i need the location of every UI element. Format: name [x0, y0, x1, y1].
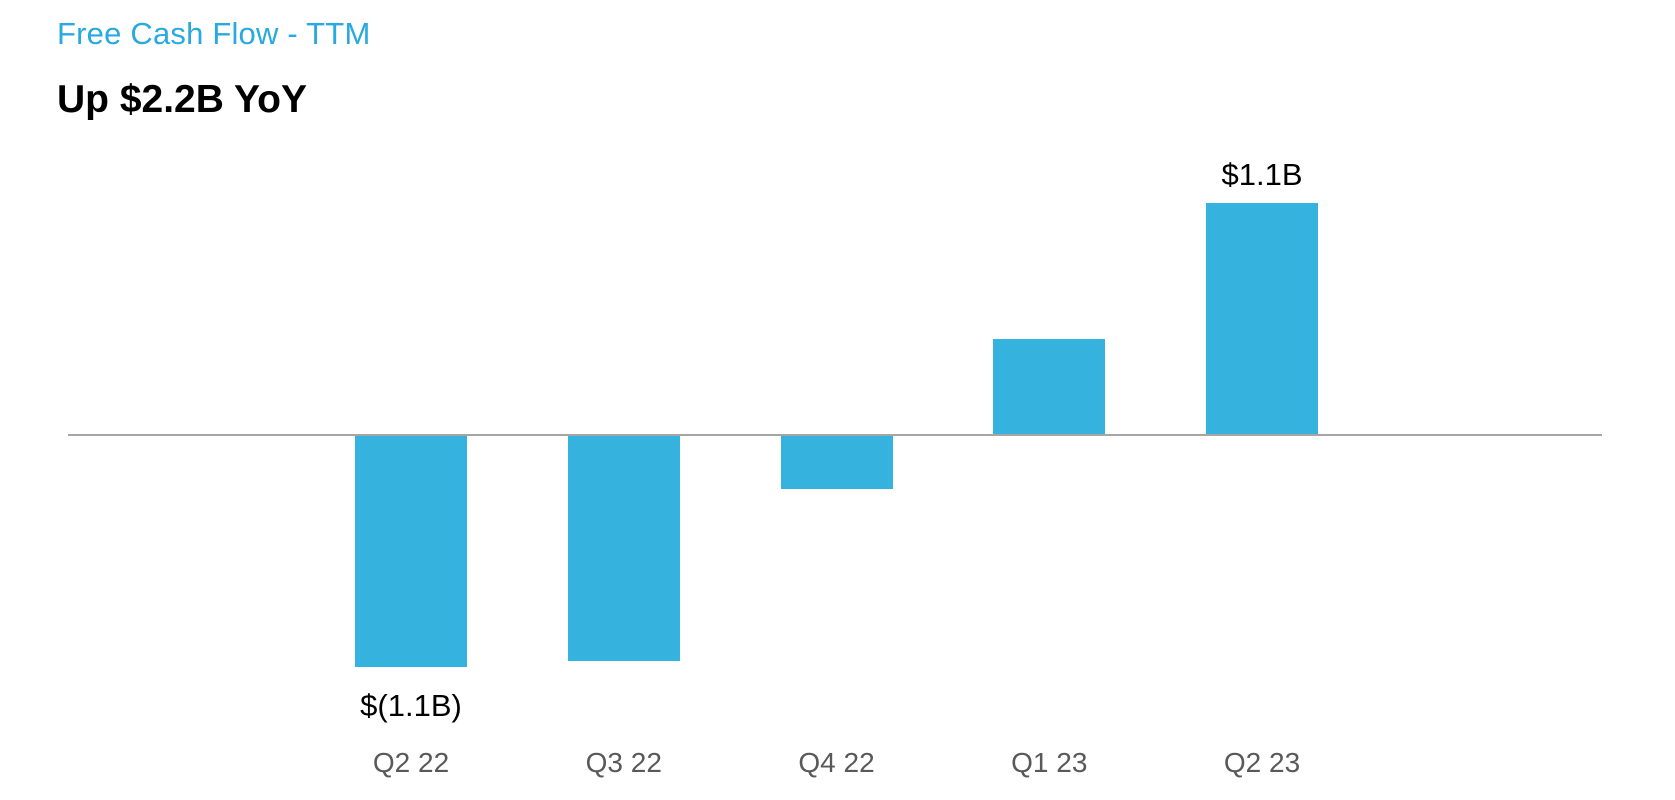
- data-label-q2-23: $1.1B: [1221, 157, 1303, 192]
- category-label-q2-22: Q2 22: [372, 747, 450, 778]
- category-label-q3-22: Q3 22: [585, 747, 662, 778]
- category-label-q4-22: Q4 22: [798, 747, 875, 778]
- bar-q2-22: [355, 436, 467, 667]
- x-axis-baseline: [68, 434, 1602, 436]
- data-label-q2-22: $(1.1B): [360, 688, 462, 723]
- chart-title: Free Cash Flow - TTM: [57, 16, 371, 51]
- bar-q4-22: [780, 436, 893, 489]
- category-label-q2-23: Q2 23: [1223, 747, 1301, 778]
- category-label-q1-23: Q1 23: [1011, 747, 1088, 778]
- bar-q1-23: [993, 339, 1106, 434]
- bar-q2-23: [1206, 203, 1318, 434]
- bar-q3-22: [567, 436, 680, 661]
- chart-subtitle: Up $2.2B YoY: [57, 78, 307, 121]
